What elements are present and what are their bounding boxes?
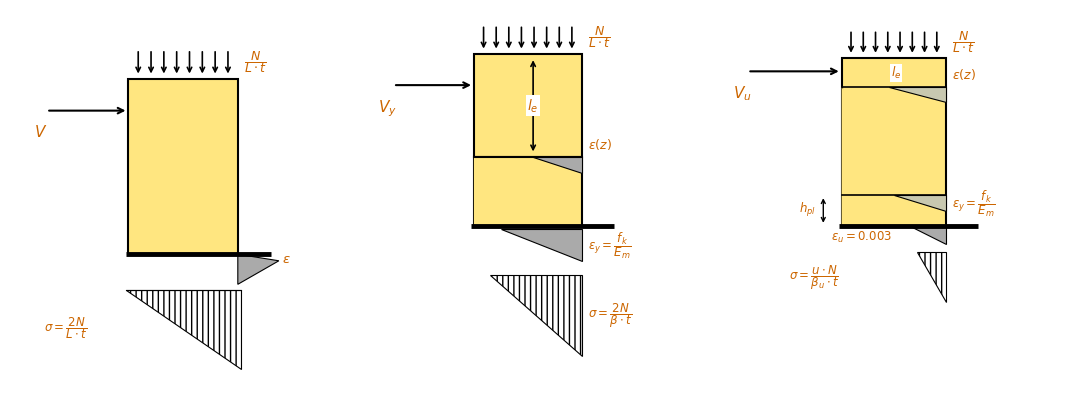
Polygon shape (894, 196, 947, 211)
Polygon shape (910, 226, 947, 244)
Polygon shape (238, 254, 279, 284)
Polygon shape (533, 158, 582, 173)
Text: $l_e$: $l_e$ (891, 65, 901, 81)
Polygon shape (841, 58, 947, 226)
Text: $\sigma = \dfrac{2N}{\beta \cdot t}$: $\sigma = \dfrac{2N}{\beta \cdot t}$ (588, 301, 632, 330)
Text: $\dfrac{N}{L \cdot t}$: $\dfrac{N}{L \cdot t}$ (244, 49, 267, 75)
Text: $\varepsilon_y = \dfrac{f_k}{E_m}$: $\varepsilon_y = \dfrac{f_k}{E_m}$ (952, 188, 996, 219)
Polygon shape (474, 158, 582, 226)
Text: $V$: $V$ (34, 124, 47, 140)
Text: $h_{pl}$: $h_{pl}$ (798, 201, 815, 219)
Polygon shape (126, 290, 240, 369)
Text: $\dfrac{N}{L \cdot t}$: $\dfrac{N}{L \cdot t}$ (952, 30, 976, 55)
Text: $l_e$: $l_e$ (528, 97, 538, 115)
Polygon shape (474, 54, 582, 158)
Polygon shape (841, 87, 947, 226)
Polygon shape (128, 79, 238, 254)
Text: $V_u$: $V_u$ (732, 85, 752, 103)
Text: $\varepsilon$: $\varepsilon$ (281, 253, 291, 266)
Text: $V_y$: $V_y$ (378, 99, 397, 119)
Text: $\varepsilon(z)$: $\varepsilon(z)$ (952, 67, 977, 82)
Polygon shape (889, 87, 947, 102)
Text: $\sigma = \dfrac{2N}{L \cdot t}$: $\sigma = \dfrac{2N}{L \cdot t}$ (43, 315, 87, 341)
Text: $\varepsilon(z)$: $\varepsilon(z)$ (588, 137, 612, 152)
Polygon shape (490, 275, 582, 356)
Text: $\dfrac{N}{L \cdot t}$: $\dfrac{N}{L \cdot t}$ (588, 24, 611, 50)
Text: $\varepsilon_u = 0.003$: $\varepsilon_u = 0.003$ (831, 229, 892, 245)
Text: $\sigma = \dfrac{u \cdot N}{\beta_u \cdot t}$: $\sigma = \dfrac{u \cdot N}{\beta_u \cdo… (789, 264, 839, 292)
Text: $\varepsilon_y = \dfrac{f_k}{E_m}$: $\varepsilon_y = \dfrac{f_k}{E_m}$ (588, 230, 632, 261)
Polygon shape (917, 252, 947, 302)
Polygon shape (501, 229, 582, 261)
Polygon shape (474, 158, 582, 226)
